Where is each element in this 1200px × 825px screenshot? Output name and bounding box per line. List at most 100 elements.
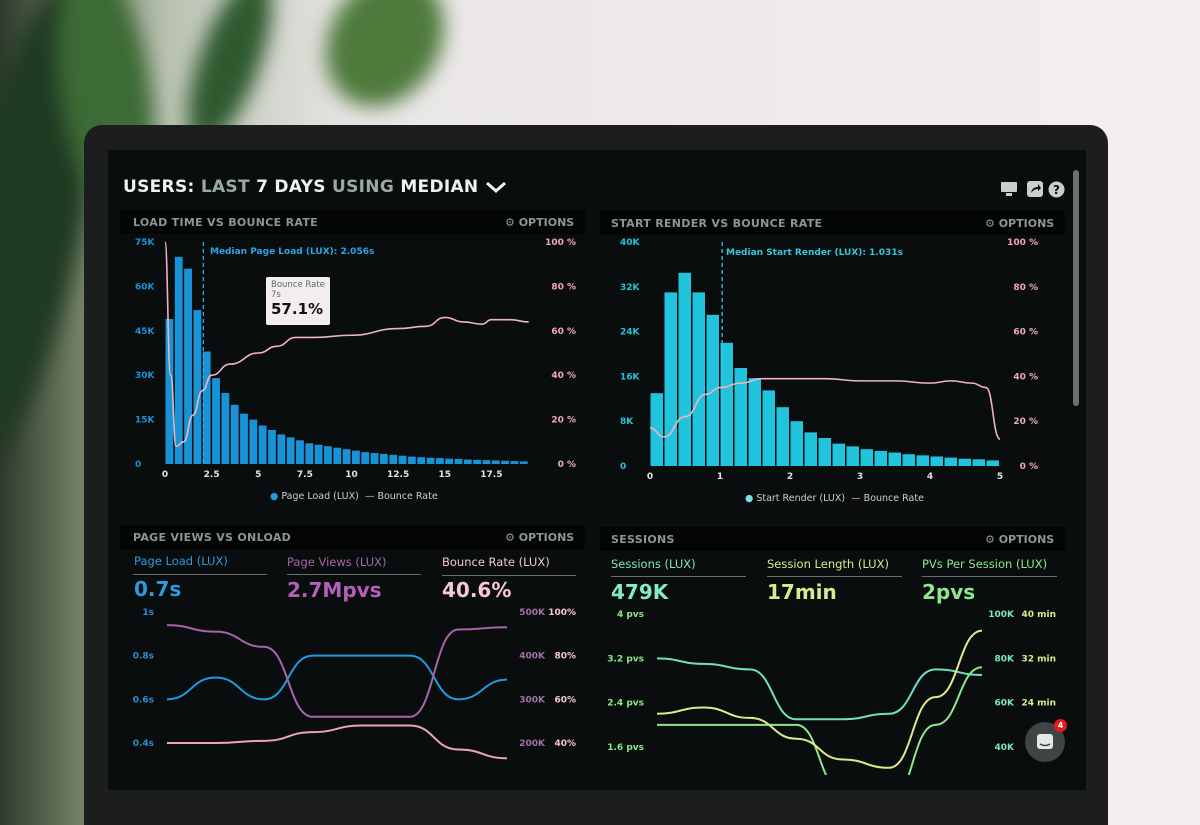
histogram-bar bbox=[818, 438, 831, 466]
histogram-bar bbox=[277, 434, 286, 464]
title-using: USING bbox=[332, 177, 395, 197]
metric-label: PVs Per Session (LUX) bbox=[922, 557, 1048, 571]
y2-tick-label: 20 % bbox=[551, 416, 576, 426]
series-line bbox=[166, 654, 508, 701]
histogram-bar bbox=[221, 392, 230, 464]
legend-item[interactable]: Bounce Rate bbox=[863, 493, 924, 504]
y3-tick-label: 80% bbox=[554, 652, 576, 662]
panel-header-sessions bbox=[600, 527, 1065, 551]
histogram-bar bbox=[734, 368, 747, 466]
histogram-bar bbox=[342, 449, 351, 464]
panel-header-views bbox=[120, 525, 585, 549]
histogram-bar bbox=[258, 425, 267, 464]
histogram-bar bbox=[202, 351, 211, 464]
page-title[interactable]: USERS: LAST 7 DAYS USING MEDIAN bbox=[123, 177, 507, 197]
divider bbox=[133, 574, 267, 575]
options-button[interactable]: ⚙ OPTIONS bbox=[505, 531, 575, 544]
y-tick-label: 2.4 pvs bbox=[607, 699, 644, 709]
histogram-bar bbox=[417, 457, 426, 464]
panel-header-load bbox=[120, 210, 585, 234]
chat-button[interactable]: 4 bbox=[1025, 719, 1067, 762]
title-period[interactable]: 7 DAYS bbox=[256, 177, 326, 197]
histogram-bar bbox=[174, 256, 183, 464]
x-tick-label: 7.5 bbox=[297, 470, 313, 480]
legend-item[interactable]: Bounce Rate bbox=[377, 491, 438, 502]
metric-value: 2pvs bbox=[922, 580, 976, 604]
y-tick-label: 15K bbox=[135, 416, 156, 426]
y2-tick-label: 100 % bbox=[1007, 238, 1038, 248]
title-users: USERS: bbox=[123, 177, 195, 197]
histogram-bar bbox=[184, 268, 192, 464]
histogram-bar bbox=[944, 457, 957, 466]
options-button[interactable]: ⚙ OPTIONS bbox=[985, 533, 1055, 546]
histogram-bar bbox=[790, 421, 803, 466]
x-tick-label: 12.5 bbox=[387, 470, 409, 480]
histogram-bar bbox=[510, 461, 519, 464]
histogram-bar bbox=[832, 443, 845, 466]
histogram-bar bbox=[249, 419, 258, 464]
y-tick-label: 1.6 pvs bbox=[607, 743, 644, 753]
page-views-chart: 1s 0.8s 0.6s 0.4s 500K 400K 300K 200K 100% 80% 60%… bbox=[133, 608, 576, 760]
histogram-bar bbox=[986, 460, 999, 466]
series-line bbox=[167, 724, 508, 760]
options-button[interactable]: ⚙ OPTIONS bbox=[505, 216, 575, 229]
chevron-down-icon[interactable] bbox=[485, 180, 507, 194]
x-tick-label: 15 bbox=[438, 470, 451, 480]
options-button[interactable]: ⚙ OPTIONS bbox=[985, 217, 1055, 230]
histogram-bar bbox=[501, 460, 510, 464]
histogram-bar bbox=[268, 429, 276, 464]
title-aggregate[interactable]: MEDIAN bbox=[400, 177, 479, 197]
x-tick-label: 5 bbox=[997, 472, 1003, 482]
y2-tick-label: 40 % bbox=[1013, 372, 1038, 382]
metric-value: 2.7Mpvs bbox=[287, 578, 382, 602]
histogram-bar bbox=[296, 440, 304, 464]
histogram-bar bbox=[379, 453, 388, 464]
y-tick-label: 0 bbox=[135, 460, 141, 470]
median-label: Median Page Load (LUX): 2.056s bbox=[210, 247, 375, 257]
y-tick-label: 45K bbox=[135, 327, 156, 337]
histogram-bar bbox=[930, 456, 943, 466]
y-tick-label: 0 bbox=[620, 462, 626, 472]
scrollbar[interactable] bbox=[1073, 170, 1079, 406]
share-icon[interactable] bbox=[1027, 181, 1043, 197]
metric-label: Sessions (LUX) bbox=[611, 557, 696, 571]
panel-header-render bbox=[600, 211, 1065, 235]
y3-tick-label: 40 min bbox=[1021, 610, 1056, 620]
median-label: Median Start Render (LUX): 1.031s bbox=[726, 248, 903, 258]
monitor-icon[interactable] bbox=[1000, 181, 1018, 197]
histogram-bar bbox=[804, 432, 817, 466]
x-tick-label: 4 bbox=[927, 472, 933, 482]
histogram-bar bbox=[407, 456, 416, 464]
histogram-bar bbox=[473, 459, 482, 464]
legend-item[interactable]: Page Load (LUX) bbox=[281, 491, 359, 502]
histogram-bar bbox=[305, 443, 314, 464]
x-tick-label: 3 bbox=[857, 472, 863, 482]
histogram-bar bbox=[370, 453, 379, 464]
chart-lines: 1s 0.8s 0.6s 0.4s 500K 400K 300K 200K 100% 80% 60%… bbox=[133, 608, 576, 760]
histogram-bar bbox=[240, 413, 248, 464]
histogram-bar bbox=[762, 390, 775, 466]
x-tick-label: 10 bbox=[345, 470, 358, 480]
legend-item[interactable]: Start Render (LUX) bbox=[756, 493, 846, 504]
divider bbox=[767, 576, 902, 577]
y-tick-label: 24K bbox=[620, 328, 641, 338]
histogram-bar bbox=[664, 292, 677, 466]
histogram-bar bbox=[916, 455, 929, 466]
histogram-bar bbox=[692, 292, 705, 466]
chat-icon bbox=[1037, 734, 1053, 749]
histogram-bar bbox=[846, 446, 859, 466]
y2-tick-label: 0 % bbox=[1020, 462, 1038, 472]
histogram-bar bbox=[720, 342, 733, 466]
tooltip-sub: 7s bbox=[271, 290, 281, 300]
load-time-chart: 75K 60K 45K 30K 15K 0 100 % 80 % 60 % 40 % 20 % 0 %… bbox=[135, 238, 576, 480]
y2-tick-label: 80 % bbox=[551, 282, 576, 292]
panel-title: SESSIONS bbox=[611, 533, 675, 546]
metric-value: 479K bbox=[611, 580, 669, 604]
y2-tick-label: 60 % bbox=[551, 327, 576, 337]
legend: ● Start Render (LUX) — Bounce Rate bbox=[745, 493, 924, 504]
divider bbox=[611, 576, 746, 577]
histogram-bar bbox=[352, 450, 360, 464]
tooltip-value: 57.1% bbox=[271, 300, 324, 318]
help-icon[interactable]: ? bbox=[1048, 181, 1065, 198]
histogram-bar bbox=[776, 407, 789, 466]
